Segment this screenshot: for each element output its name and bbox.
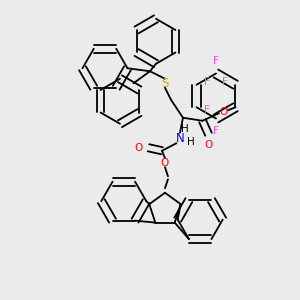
Text: O: O xyxy=(135,143,143,153)
Text: F: F xyxy=(204,77,210,87)
Text: H: H xyxy=(181,124,188,134)
Text: F: F xyxy=(213,56,219,66)
Text: O: O xyxy=(204,140,213,150)
Text: H: H xyxy=(187,137,194,147)
Text: S: S xyxy=(161,77,169,90)
Text: O: O xyxy=(161,158,169,168)
Text: O: O xyxy=(219,107,228,117)
Text: F: F xyxy=(213,126,219,136)
Text: N: N xyxy=(176,132,184,145)
Text: F: F xyxy=(204,105,210,115)
Text: F: F xyxy=(222,77,228,87)
